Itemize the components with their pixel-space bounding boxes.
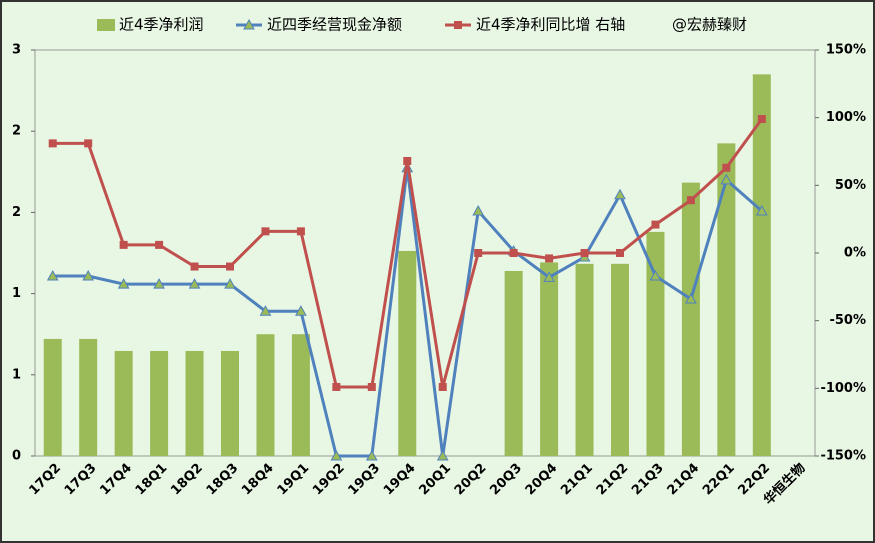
y-tick-label: 3: [12, 43, 21, 58]
marker: [722, 163, 731, 172]
y2-tick-label: 0%: [844, 246, 866, 261]
bar: [681, 182, 700, 457]
legend-marker: [243, 18, 255, 30]
marker: [190, 262, 199, 271]
marker: [48, 139, 57, 148]
marker: [649, 269, 662, 281]
y2-tick-label: -100%: [820, 381, 866, 396]
marker: [226, 262, 234, 271]
bar: [540, 262, 559, 456]
marker: [543, 271, 555, 282]
bar: [504, 270, 523, 456]
bar: [291, 334, 310, 456]
legend-label: 近4季净利润: [119, 16, 204, 34]
legend-label: 近四季经营现金净额: [267, 16, 402, 34]
marker: [367, 382, 376, 391]
bar: [185, 350, 204, 456]
marker: [330, 449, 343, 461]
y2-tick-label: 150%: [826, 43, 866, 58]
marker: [720, 173, 733, 185]
bar: [79, 338, 98, 456]
marker: [153, 278, 165, 289]
bar: [256, 334, 275, 456]
y2-tick-label: -150%: [820, 449, 866, 464]
marker: [296, 227, 305, 236]
marker: [614, 188, 626, 200]
marker: [119, 240, 128, 249]
marker: [436, 449, 449, 461]
marker: [472, 205, 485, 216]
marker: [616, 249, 624, 257]
y-tick-label: 0: [12, 449, 21, 464]
marker: [755, 205, 768, 216]
marker: [757, 115, 766, 124]
marker: [259, 305, 272, 316]
marker: [117, 278, 130, 289]
annotation: @宏赫臻财: [672, 16, 747, 34]
bar: [114, 350, 133, 456]
bar: [717, 143, 736, 456]
marker: [403, 156, 412, 165]
bar: [752, 74, 771, 457]
marker: [46, 269, 59, 281]
bar: [150, 350, 169, 456]
marker: [685, 292, 697, 304]
bar: [646, 231, 665, 456]
marker: [545, 254, 554, 263]
marker: [82, 269, 95, 281]
y2-tick-label: -50%: [829, 313, 866, 328]
marker: [84, 139, 93, 148]
marker: [580, 249, 589, 257]
marker: [188, 278, 201, 289]
bar: [575, 263, 594, 456]
marker: [509, 249, 518, 257]
marker: [224, 278, 236, 289]
y-tick-label: 1: [12, 367, 21, 382]
marker: [155, 240, 164, 249]
marker: [474, 249, 483, 257]
marker: [332, 382, 341, 391]
y-tick-label: 1: [12, 286, 21, 301]
legend-marker: [454, 21, 462, 29]
legend-swatch: [97, 19, 115, 31]
y2-tick-label: 50%: [835, 178, 866, 193]
y2-tick-label: 100%: [826, 110, 866, 125]
marker: [686, 196, 695, 205]
marker: [651, 220, 660, 229]
bar: [398, 250, 417, 456]
y-tick-label: 2: [12, 124, 21, 139]
y-tick-label: 2: [12, 205, 21, 220]
bar: [43, 338, 62, 456]
bar: [611, 263, 629, 456]
marker: [295, 305, 307, 316]
legend-label: 近4季净利同比增 右轴: [476, 16, 625, 34]
bar: [221, 350, 239, 456]
marker: [261, 227, 270, 236]
marker: [438, 382, 447, 391]
marker: [365, 449, 378, 461]
